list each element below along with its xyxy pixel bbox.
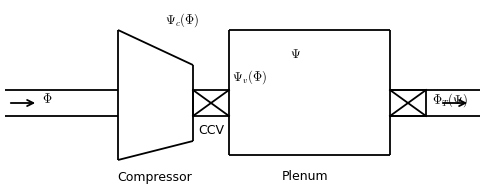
Text: $\Phi$: $\Phi$ — [42, 93, 52, 107]
Bar — [193, 90, 229, 116]
Text: $\Psi_v(\Phi)$: $\Psi_v(\Phi)$ — [232, 68, 267, 86]
Text: Plenum: Plenum — [282, 170, 329, 184]
Text: CCV: CCV — [198, 124, 224, 136]
Text: $\Phi_T(\Psi)$: $\Phi_T(\Psi)$ — [432, 91, 468, 109]
Text: $\Psi_c(\Phi)$: $\Psi_c(\Phi)$ — [165, 11, 200, 29]
Text: $\Psi$: $\Psi$ — [290, 48, 300, 62]
Text: Compressor: Compressor — [118, 170, 192, 184]
Bar — [390, 90, 426, 116]
